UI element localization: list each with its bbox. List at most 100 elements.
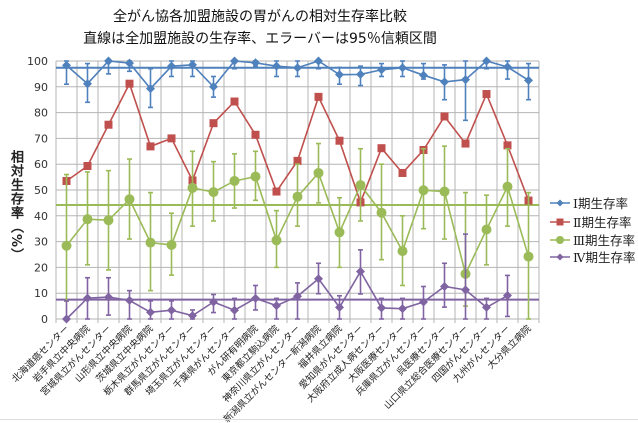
data-point	[440, 281, 449, 291]
data-point	[461, 75, 470, 85]
data-point	[251, 130, 260, 139]
data-point	[419, 297, 428, 307]
y-tick-label: 60	[34, 158, 48, 171]
y-tick-label: 20	[34, 261, 48, 274]
legend-label: Ⅳ期生存率	[573, 250, 636, 265]
data-point	[230, 97, 239, 106]
data-point	[104, 292, 113, 302]
data-point	[440, 112, 449, 121]
data-point	[376, 207, 387, 218]
data-point	[251, 293, 260, 303]
data-point	[272, 61, 281, 71]
legend-label: Ⅲ期生存率	[573, 233, 635, 248]
data-point	[313, 167, 324, 178]
data-point	[439, 186, 450, 197]
data-point	[461, 285, 470, 295]
data-point	[167, 305, 176, 315]
data-point	[293, 291, 302, 301]
data-point	[271, 235, 282, 246]
data-point	[208, 187, 219, 198]
data-point	[230, 56, 239, 66]
data-point	[209, 82, 218, 92]
data-point	[83, 162, 92, 171]
data-point	[335, 136, 344, 145]
data-point	[146, 84, 155, 94]
y-tick-label: 50	[34, 184, 48, 197]
data-point	[229, 175, 240, 186]
data-point	[356, 267, 365, 277]
series-Ⅳ期生存率	[62, 233, 512, 324]
data-point	[503, 62, 512, 72]
legend-label: Ⅱ期生存率	[573, 215, 632, 230]
data-point	[83, 293, 92, 303]
data-point	[398, 63, 407, 73]
data-point	[377, 144, 386, 153]
data-point	[503, 291, 512, 301]
y-tick-label: 70	[34, 132, 48, 145]
data-point	[356, 69, 365, 79]
y-axis-title: 相対生存率（%）	[8, 150, 23, 263]
y-tick-label: 40	[34, 210, 48, 223]
legend-marker	[556, 253, 564, 261]
data-point	[188, 311, 197, 321]
data-point	[62, 314, 71, 324]
data-point	[145, 237, 156, 248]
chart-subtitle: 直線は全加盟施設の生存率、エラーバーは95％信頼区間	[83, 31, 437, 47]
data-point	[292, 191, 303, 202]
data-point	[523, 251, 534, 262]
data-point	[293, 63, 302, 73]
data-point	[377, 303, 386, 313]
legend-item: Ⅱ期生存率	[550, 215, 632, 230]
data-point	[62, 60, 71, 70]
data-point	[83, 79, 92, 89]
legend-item: Ⅲ期生存率	[550, 233, 635, 248]
data-point	[335, 70, 344, 80]
data-point	[334, 227, 345, 238]
data-point	[125, 295, 134, 305]
data-point	[272, 187, 281, 196]
data-point	[397, 246, 408, 257]
data-point	[61, 240, 72, 251]
data-point	[419, 70, 428, 80]
data-point	[251, 58, 260, 68]
data-point	[461, 139, 470, 148]
data-point	[146, 307, 155, 317]
data-point	[167, 134, 176, 143]
legend-item: Ⅰ期生存率	[550, 196, 628, 211]
data-point	[314, 274, 323, 284]
data-point	[418, 185, 429, 196]
data-point	[104, 120, 113, 129]
y-tick-label: 100	[27, 55, 48, 68]
chart-title: 全がん協各加盟施設の胃がんの相対生存率比較	[113, 9, 407, 25]
data-point	[125, 58, 134, 68]
data-point	[440, 77, 449, 87]
data-point	[314, 56, 323, 66]
data-point	[272, 301, 281, 311]
data-point	[124, 194, 135, 205]
series-Ⅲ期生存率	[61, 142, 534, 320]
data-point	[503, 141, 512, 150]
legend-marker	[556, 236, 564, 244]
data-point	[335, 302, 344, 312]
data-point	[166, 239, 177, 250]
data-point	[230, 305, 239, 315]
data-point	[125, 79, 134, 88]
legend-item: Ⅳ期生存率	[550, 250, 636, 265]
y-tick-label: 10	[34, 287, 48, 300]
data-point	[482, 56, 491, 66]
data-point	[481, 224, 492, 235]
data-point	[482, 90, 491, 99]
data-point	[250, 171, 261, 182]
data-point	[355, 180, 366, 191]
data-point	[188, 60, 197, 70]
y-tick-label: 0	[41, 313, 48, 326]
y-tick-label: 80	[34, 107, 48, 120]
data-point	[187, 182, 198, 193]
y-tick-label: 90	[34, 81, 48, 94]
data-point	[482, 302, 491, 312]
data-point	[502, 181, 513, 192]
divider	[0, 419, 638, 420]
series-line	[65, 269, 508, 320]
data-point	[82, 214, 93, 225]
